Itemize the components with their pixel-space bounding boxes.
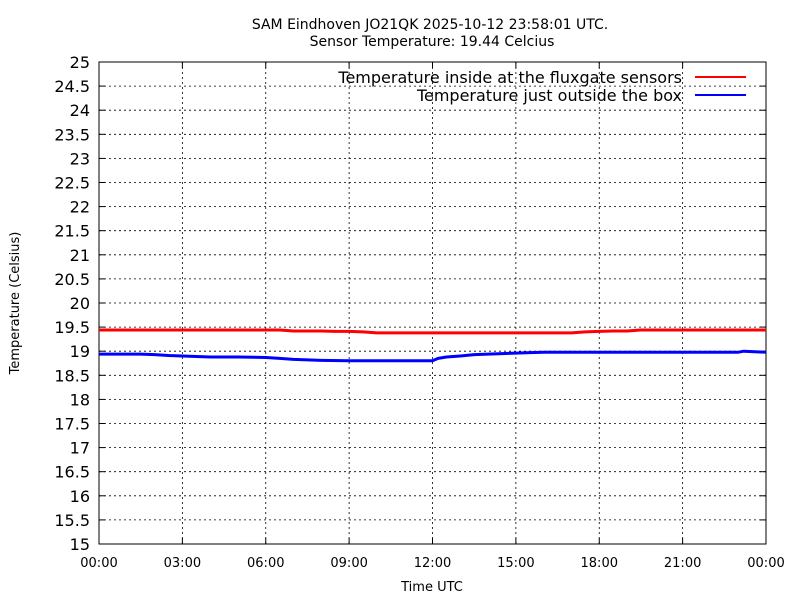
x-tick-label: 00:00	[747, 556, 784, 571]
y-tick-label: 22.5	[54, 174, 90, 193]
x-tick-label: 12:00	[414, 556, 451, 571]
y-tick-label: 22	[70, 198, 90, 217]
y-tick-label: 16.5	[54, 463, 90, 482]
legend-label-inside: Temperature inside at the fluxgate senso…	[337, 68, 682, 87]
y-tick-label: 17	[70, 439, 90, 458]
series-line-0	[99, 328, 766, 335]
y-tick-label: 15.5	[54, 511, 90, 530]
plot-frame	[98, 61, 767, 545]
chart-title: SAM Eindhoven JO21QK 2025-10-12 23:58:01…	[252, 17, 608, 33]
y-tick-label: 16	[70, 487, 90, 506]
y-tick-label: 19.5	[54, 318, 90, 337]
grid-lines	[98, 61, 767, 545]
y-tick-label: 19	[70, 342, 90, 361]
series-lines	[99, 328, 767, 363]
y-tick-label: 21	[70, 246, 90, 265]
y-tick-label: 23	[70, 149, 90, 168]
y-tick-label: 15	[70, 535, 90, 554]
y-tick-label: 18.5	[54, 366, 90, 385]
y-tick-label: 24.5	[54, 77, 90, 96]
legend-label-outside: Temperature just outside the box	[416, 86, 682, 105]
series-line-1	[99, 349, 767, 363]
y-axis-label: Temperature (Celsius)	[8, 232, 23, 376]
y-tick-label: 21.5	[54, 222, 90, 241]
x-tick-label: 09:00	[330, 556, 367, 571]
y-tick-label: 18	[70, 390, 90, 409]
y-tick-label: 25	[70, 53, 90, 72]
y-tick-label: 24	[70, 101, 90, 120]
x-tick-label: 21:00	[664, 556, 701, 571]
x-axis-label: Time UTC	[400, 580, 463, 595]
y-tick-labels: 15 15.5 16 16.5 17 17.5 18 18.5 19 19.5 20 20.5 21 21…	[54, 53, 90, 554]
x-tick-label: 06:00	[247, 556, 284, 571]
x-tick-label: 18:00	[581, 556, 618, 571]
y-tick-label: 17.5	[54, 415, 90, 434]
x-tick-label: 00:00	[80, 556, 117, 571]
x-tick-label: 03:00	[164, 556, 201, 571]
y-tick-label: 20.5	[54, 270, 90, 289]
y-tick-label: 23.5	[54, 125, 90, 144]
x-tick-labels: 00:00 03:00 06:00 09:00 12:00 15:00 18:00 21:00…	[80, 556, 784, 571]
y-tick-label: 20	[70, 294, 90, 313]
legend: Temperature inside at the fluxgate senso…	[337, 68, 746, 105]
x-tick-label: 15:00	[497, 556, 534, 571]
chart-subtitle: Sensor Temperature: 19.44 Celcius	[310, 34, 555, 50]
